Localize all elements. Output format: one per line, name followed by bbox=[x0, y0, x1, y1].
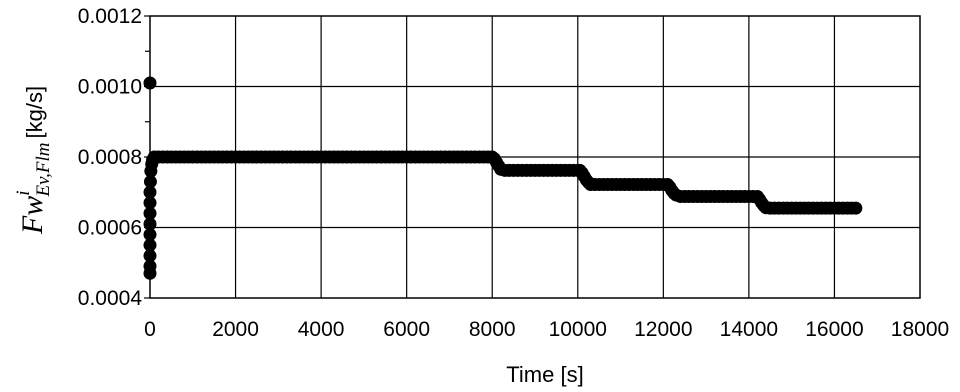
x-tick-label: 0 bbox=[144, 318, 156, 341]
x-tick-label: 2000 bbox=[212, 318, 259, 341]
x-tick-label: 8000 bbox=[469, 318, 516, 341]
y-axis-title-superscript: i bbox=[13, 190, 34, 195]
x-tick-label: 16000 bbox=[805, 318, 863, 341]
y-axis-title-subscript: Ev,Flm bbox=[33, 142, 54, 197]
x-tick-labels: 0 2000 4000 6000 8000 10000 12000 14000 16000 180… bbox=[144, 318, 949, 341]
y-tick-label: 0.0006 bbox=[78, 217, 142, 240]
x-tick-label: 6000 bbox=[383, 318, 430, 341]
y-axis-title-main: Fw bbox=[16, 196, 49, 235]
y-tick-labels: 0.0004 0.0006 0.0008 0.0010 0.0012 bbox=[78, 5, 143, 310]
x-tick-label: 14000 bbox=[720, 318, 778, 341]
x-tick-label: 10000 bbox=[549, 318, 607, 341]
y-tick-label: 0.0004 bbox=[78, 287, 143, 310]
x-tick-label: 18000 bbox=[891, 318, 949, 341]
y-axis-title: FwiEv,Flm [kg/s] bbox=[13, 86, 54, 235]
x-axis-title: Time [s] bbox=[506, 362, 583, 387]
y-minor-ticks bbox=[144, 15, 150, 299]
svg-text:FwiEv,Flm[kg/s]: FwiEv,Flm [kg/s] bbox=[13, 86, 54, 235]
data-point bbox=[849, 201, 863, 215]
x-tick-label: 12000 bbox=[634, 318, 692, 341]
y-tick-label: 0.0012 bbox=[78, 5, 142, 28]
y-axis-title-unit: [kg/s] bbox=[22, 86, 47, 139]
x-tick-label: 4000 bbox=[298, 318, 345, 341]
y-tick-label: 0.0010 bbox=[78, 76, 142, 99]
y-tick-label: 0.0008 bbox=[78, 146, 142, 169]
data-points bbox=[143, 76, 863, 280]
